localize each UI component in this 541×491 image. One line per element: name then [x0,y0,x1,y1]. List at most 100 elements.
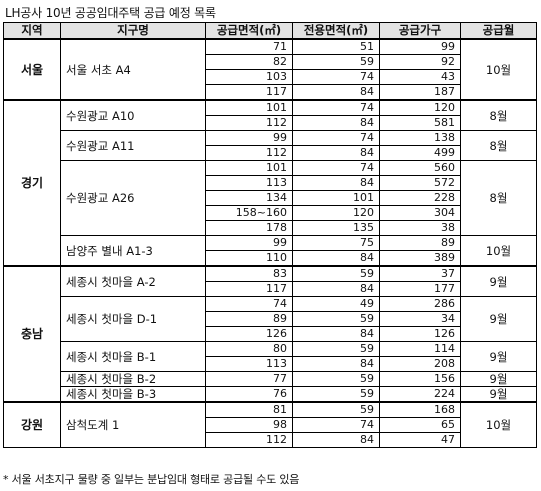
exclusive-area-cell: 74 [292,99,380,116]
units-cell: 34 [379,311,461,327]
units-cell: 65 [379,417,461,433]
units-cell: 47 [379,432,461,448]
month-cell: 8월 [460,130,537,161]
supply-area-cell: 126 [205,326,293,342]
region-cell: 서울 [3,38,61,101]
table-row: 세종시 첫마을 B-2 77 59 156 9월 [4,371,537,387]
exclusive-area-cell: 84 [292,356,380,372]
table-row: 103 74 43 [4,69,537,85]
exclusive-area-cell: 84 [292,145,380,161]
units-cell: 156 [379,371,461,387]
district-cell: 수원광교 A11 [60,130,206,161]
units-cell: 499 [379,145,461,161]
units-cell: 89 [379,235,461,251]
supply-area-cell: 112 [205,432,293,448]
exclusive-area-cell: 84 [292,250,380,267]
table-row: 89 59 34 [4,311,537,327]
supply-area-cell: 74 [205,296,293,312]
supply-area-cell: 117 [205,84,293,101]
supply-area-cell: 98 [205,417,293,433]
units-cell: 126 [379,326,461,342]
district-cell: 삼척도계 1 [60,401,206,448]
month-cell: 9월 [460,341,537,372]
region-cell: 충남 [3,265,61,403]
units-cell: 304 [379,205,461,221]
district-cell: 서울 서초 A4 [60,38,206,101]
supply-area-cell: 82 [205,54,293,70]
header-month: 공급월 [460,22,537,40]
supply-table: 지역 지구명 공급면적(㎡) 전용면적(㎡) 공급가구 공급월 서울 서울 서초 … [3,22,537,448]
district-cell: 세종시 첫마을 A-2 [60,265,206,297]
table-row: 충남 세종시 첫마을 A-2 83 59 37 9월 [3,265,537,403]
exclusive-area-cell: 51 [292,38,380,55]
exclusive-area-cell: 84 [292,326,380,342]
units-cell: 581 [379,115,461,131]
supply-area-cell: 81 [205,401,293,418]
units-cell: 37 [379,265,461,282]
table-row: 수원광교 A11 99 74 138 8월 [4,130,537,161]
supply-area-cell: 83 [205,265,293,282]
exclusive-area-cell: 59 [292,265,380,282]
exclusive-area-cell: 74 [292,69,380,85]
units-cell: 168 [379,401,461,418]
supply-area-cell: 113 [205,175,293,191]
units-cell: 138 [379,130,461,146]
units-cell: 114 [379,341,461,357]
month-cell: 9월 [460,265,537,297]
supply-area-cell: 113 [205,356,293,372]
exclusive-area-cell: 59 [292,371,380,387]
exclusive-area-cell: 74 [292,130,380,146]
month-cell: 10월 [460,235,537,267]
table-row: 남양주 별내 A1-3 99 75 89 10월 [4,235,537,267]
header-district: 지구명 [60,22,206,40]
exclusive-area-cell: 101 [292,190,380,206]
exclusive-area-cell: 135 [292,220,380,236]
units-cell: 228 [379,190,461,206]
units-cell: 38 [379,220,461,236]
header-supply-area: 공급면적(㎡) [205,22,293,40]
supply-area-cell: 101 [205,99,293,116]
table-row: 세종시 첫마을 B-3 76 59 224 9월 [4,386,537,403]
table-row: 158~160 120 304 [4,205,537,221]
district-cell: 남양주 별내 A1-3 [60,235,206,267]
header-region: 지역 [3,22,61,40]
supply-area-cell: 103 [205,69,293,85]
units-cell: 224 [379,386,461,403]
month-cell: 8월 [460,99,537,131]
units-cell: 572 [379,175,461,191]
district-cell: 수원광교 A10 [60,99,206,131]
month-cell: 9월 [460,296,537,342]
supply-area-cell: 99 [205,235,293,251]
supply-area-cell: 101 [205,160,293,176]
exclusive-area-cell: 84 [292,281,380,297]
table-row: 112 84 581 [4,115,537,131]
page-title: LH공사 10년 공공임대주택 공급 예정 목록 [5,6,216,20]
district-cell: 세종시 첫마을 B-2 [60,371,206,387]
month-cell: 10월 [460,38,537,101]
district-cell: 수원광교 A26 [60,160,206,236]
units-cell: 99 [379,38,461,55]
district-cell: 세종시 첫마을 B-1 [60,341,206,372]
month-cell: 9월 [460,371,537,387]
supply-area-cell: 178 [205,220,293,236]
exclusive-area-cell: 59 [292,341,380,357]
units-cell: 177 [379,281,461,297]
header-row: 지역 지구명 공급면적(㎡) 전용면적(㎡) 공급가구 공급월 [3,22,537,40]
supply-area-cell: 89 [205,311,293,327]
supply-area-cell: 99 [205,130,293,146]
exclusive-area-cell: 59 [292,54,380,70]
table-row: 경기 수원광교 A10 101 74 120 8월 [3,99,537,267]
exclusive-area-cell: 84 [292,84,380,101]
supply-area-cell: 80 [205,341,293,357]
exclusive-area-cell: 120 [292,205,380,221]
region-cell: 경기 [3,99,61,267]
exclusive-area-cell: 84 [292,115,380,131]
exclusive-area-cell: 59 [292,401,380,418]
supply-area-cell: 112 [205,115,293,131]
units-cell: 43 [379,69,461,85]
exclusive-area-cell: 84 [292,175,380,191]
units-cell: 286 [379,296,461,312]
table-row: 98 74 65 [4,417,537,433]
district-cell: 세종시 첫마을 D-1 [60,296,206,342]
units-cell: 120 [379,99,461,116]
